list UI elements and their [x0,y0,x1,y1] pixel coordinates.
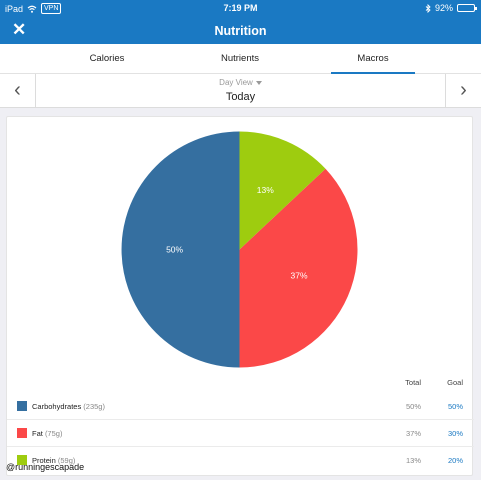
day-view-dropdown[interactable]: Day View [0,78,481,87]
nutrient-grams: (75g) [44,429,63,438]
status-bar-left: iPad VPN [5,3,62,14]
pie-slice-carbohydrates [121,131,240,368]
legend-name: Carbohydrates (235g) [32,402,105,411]
nutrient-grams: (59g) [57,456,76,465]
day-navigator: ‹ Day View Today › [0,74,481,108]
swatch-fat [17,428,27,438]
total-header: Total [405,378,421,387]
watermark-text: @runningescapade [6,462,85,472]
pie-slice-fat [239,168,358,368]
goal-header: Goal [447,378,463,387]
legend-row-protein: Protein (59g) 13% 20% [7,447,474,474]
vpn-badge: VPN [41,3,62,14]
status-bar-right: 92% [425,3,477,13]
goal-value[interactable]: 50% [447,402,463,411]
tab-macros[interactable]: Macros [293,44,453,74]
goal-value[interactable]: 20% [447,456,463,465]
legend-name: Fat (75g) [32,429,62,438]
device-label: iPad [5,3,24,14]
close-icon[interactable]: ✕ [12,20,27,39]
tab-bar: Calories Nutrients Macros [0,44,481,74]
battery-icon [457,4,477,12]
nutrient-name: Protein [32,456,56,465]
macros-card: 50% 37% 13% Total Goal Carbohydrates (235g… [6,116,474,476]
total-value: 37% [405,429,421,438]
date-label: Today [225,91,256,103]
bluetooth-icon [425,3,431,13]
goal-value[interactable]: 30% [447,429,463,438]
legend-row-carbohydrates: Carbohydrates (235g) 50% 50% [7,393,474,420]
day-view-label: Day View [219,78,253,87]
pie-label-carbohydrates: 50% [166,245,183,255]
nutrient-grams: (235g) [83,402,105,411]
swatch-carbohydrates [17,401,27,411]
legend-row-fat: Fat (75g) 37% 30% [7,420,474,447]
chevron-right-icon[interactable]: › [445,74,481,108]
tab-nutrients[interactable]: Nutrients [220,53,259,64]
legend-name: Protein (59g) [32,456,75,465]
status-bar: iPad VPN 7:19 PM 92% [0,0,481,18]
page-title: Nutrition [214,24,267,38]
tab-calories[interactable]: Calories [89,53,125,64]
nutrient-name: Fat [32,429,43,438]
macros-pie-chart: 50% 37% 13% [121,131,358,368]
swatch-protein [17,455,27,465]
content-area: 50% 37% 13% Total Goal Carbohydrates (235g… [0,108,481,480]
caret-down-icon [255,80,262,85]
nav-bar: ✕ Nutrition [0,18,481,44]
nutrient-name: Carbohydrates [32,402,82,411]
total-value: 13% [405,456,421,465]
status-time: 7:19 PM [223,3,258,13]
pie-slice-protein [239,131,326,250]
wifi-icon [27,5,37,13]
pie-label-fat: 37% [291,270,308,280]
chevron-left-icon[interactable]: ‹ [0,74,36,108]
pie-label-protein: 13% [257,185,274,195]
total-value: 50% [405,402,421,411]
battery-percent: 92% [434,3,453,13]
